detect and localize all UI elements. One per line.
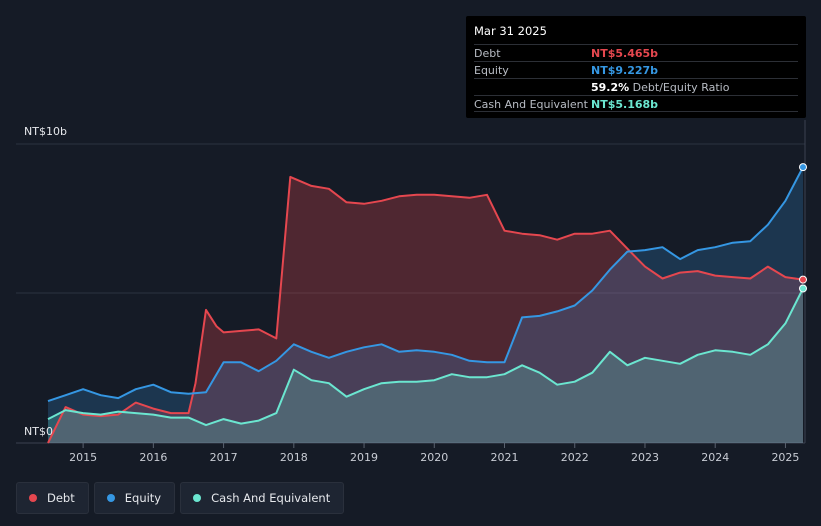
tooltip-ratio-row: 59.2% Debt/Equity Ratio [474,78,798,95]
x-tick-label-2018: 2018 [280,451,308,464]
legend-item-debt[interactable]: Debt [16,482,89,514]
x-tick-label-2015: 2015 [69,451,97,464]
x-tick-label-2023: 2023 [631,451,659,464]
tooltip-equity-label: Equity [474,64,509,77]
x-tick-label-2019: 2019 [350,451,378,464]
tooltip-date: Mar 31 2025 [474,24,547,38]
y-axis-top-label: NT$10b [24,125,67,138]
x-tick-label-2025: 2025 [771,451,799,464]
cash-dot-icon [193,494,202,502]
tooltip-ratio-text: Debt/Equity Ratio [632,81,730,94]
debt-area [48,176,803,443]
series-areas [48,167,803,443]
x-axis-ticks: 2015 2016 2017 2018 2019 2020 2021 2022 2023 2024… [69,443,799,464]
equity-dot-icon [106,494,115,502]
tooltip-debt-row: Debt NT$5.465b [474,44,798,61]
x-tick-label-2024: 2024 [701,451,729,464]
tooltip-equity-row: Equity NT$9.227b [474,61,798,78]
tooltip-panel: Mar 31 2025 Debt NT$5.465b Equity NT$9.2… [466,16,806,118]
x-tick-label-2016: 2016 [139,451,167,464]
tooltip-ratio-pct: 59.2% [591,81,630,94]
series-lines [47,166,804,444]
legend-equity-label: Equity [124,491,162,505]
legend: Debt Equity Cash And Equivalent [16,482,345,514]
debt-line [47,175,804,444]
tooltip-ratio-spacer [474,79,591,95]
x-tick-label-2022: 2022 [561,451,589,464]
tooltip-debt-value: NT$5.465b [591,47,659,60]
debt-dot-icon [29,494,37,502]
cash-area [48,288,803,443]
cash-endpoint [799,284,807,293]
equity-line [47,166,804,403]
legend-cash-label: Cash And Equivalent [211,491,331,505]
cash-line [47,288,804,427]
series-endpoints [799,163,807,293]
legend-item-equity[interactable]: Equity [93,482,176,514]
tooltip-cash-row: Cash And Equivalent NT$5.168b [474,95,798,112]
tooltip-equity-value: NT$9.227b [591,64,659,77]
equity-endpoint [799,163,807,172]
debt-endpoint [799,275,807,284]
legend-item-cash[interactable]: Cash And Equivalent [180,482,345,514]
x-tick-label-2020: 2020 [420,451,448,464]
tooltip-ratio: 59.2% Debt/Equity Ratio [591,79,729,95]
x-tick-label-2017: 2017 [210,451,238,464]
equity-area [48,167,803,443]
x-tick-label-2021: 2021 [491,451,519,464]
tooltip-cash-value: NT$5.168b [591,98,659,111]
y-axis-bottom-label: NT$0 [24,425,53,438]
tooltip-debt-label: Debt [474,47,501,60]
tooltip-cash-label: Cash And Equivalent [474,98,588,111]
legend-debt-label: Debt [47,491,75,505]
